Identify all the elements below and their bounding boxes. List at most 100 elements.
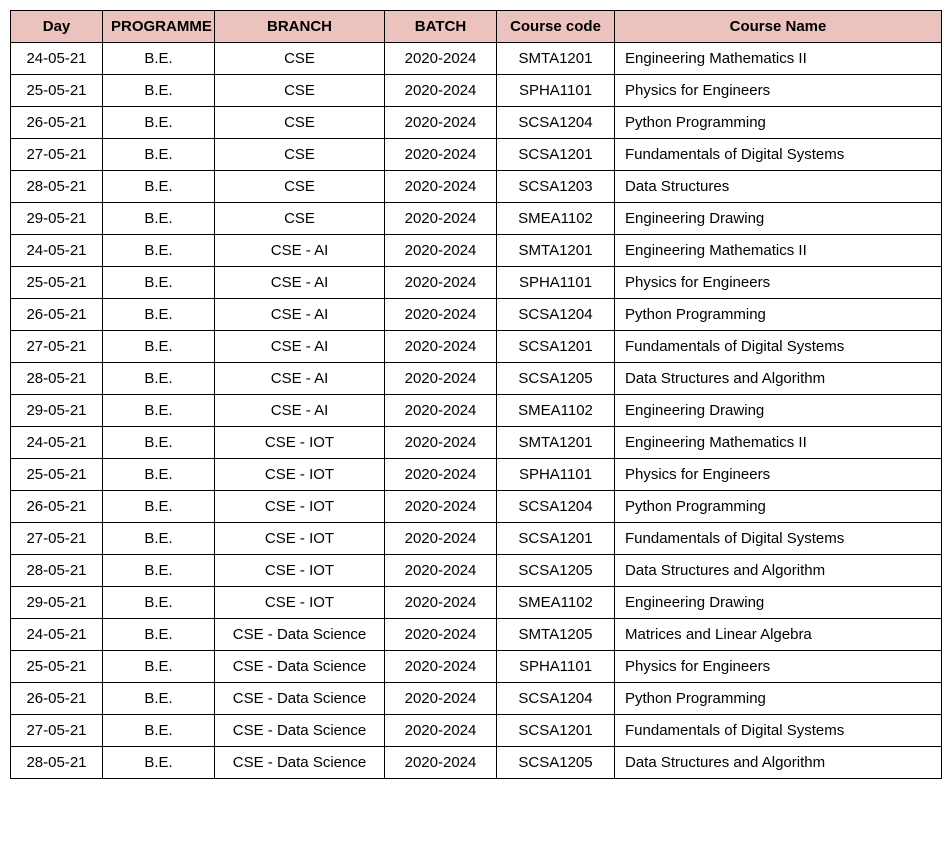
table-cell: CSE xyxy=(215,75,385,107)
table-cell: CSE - IOT xyxy=(215,587,385,619)
table-cell: 26-05-21 xyxy=(11,299,103,331)
table-row: 27-05-21B.E.CSE - AI2020-2024SCSA1201Fun… xyxy=(11,331,942,363)
table-cell: CSE - IOT xyxy=(215,427,385,459)
col-header-course-code: Course code xyxy=(497,11,615,43)
table-cell: Fundamentals of Digital Systems xyxy=(615,139,942,171)
table-cell: CSE xyxy=(215,43,385,75)
table-cell: B.E. xyxy=(103,747,215,779)
table-row: 27-05-21B.E.CSE - IOT2020-2024SCSA1201Fu… xyxy=(11,523,942,555)
table-cell: Data Structures and Algorithm xyxy=(615,747,942,779)
table-cell: SCSA1204 xyxy=(497,299,615,331)
table-cell: 29-05-21 xyxy=(11,203,103,235)
table-cell: CSE - Data Science xyxy=(215,683,385,715)
table-row: 26-05-21B.E.CSE - Data Science2020-2024S… xyxy=(11,683,942,715)
table-cell: Physics for Engineers xyxy=(615,651,942,683)
table-cell: B.E. xyxy=(103,267,215,299)
table-row: 28-05-21B.E.CSE - Data Science2020-2024S… xyxy=(11,747,942,779)
table-cell: B.E. xyxy=(103,395,215,427)
table-cell: B.E. xyxy=(103,139,215,171)
table-cell: 25-05-21 xyxy=(11,459,103,491)
table-cell: CSE - IOT xyxy=(215,555,385,587)
table-row: 24-05-21B.E.CSE - IOT2020-2024SMTA1201En… xyxy=(11,427,942,459)
table-cell: 2020-2024 xyxy=(385,331,497,363)
table-cell: SPHA1101 xyxy=(497,267,615,299)
col-header-branch: BRANCH xyxy=(215,11,385,43)
table-cell: CSE xyxy=(215,139,385,171)
table-cell: Engineering Drawing xyxy=(615,395,942,427)
table-cell: 2020-2024 xyxy=(385,651,497,683)
table-cell: 24-05-21 xyxy=(11,619,103,651)
table-cell: B.E. xyxy=(103,651,215,683)
table-cell: SCSA1201 xyxy=(497,715,615,747)
table-cell: 28-05-21 xyxy=(11,171,103,203)
table-cell: B.E. xyxy=(103,75,215,107)
table-cell: 2020-2024 xyxy=(385,139,497,171)
table-cell: SPHA1101 xyxy=(497,75,615,107)
table-cell: 26-05-21 xyxy=(11,491,103,523)
table-cell: B.E. xyxy=(103,491,215,523)
table-cell: Python Programming xyxy=(615,299,942,331)
table-row: 25-05-21B.E.CSE - AI2020-2024SPHA1101Phy… xyxy=(11,267,942,299)
table-cell: 2020-2024 xyxy=(385,75,497,107)
table-cell: B.E. xyxy=(103,619,215,651)
table-cell: CSE - AI xyxy=(215,267,385,299)
table-cell: Engineering Mathematics II xyxy=(615,427,942,459)
table-cell: B.E. xyxy=(103,587,215,619)
table-cell: 2020-2024 xyxy=(385,427,497,459)
table-cell: SMTA1205 xyxy=(497,619,615,651)
table-row: 26-05-21B.E.CSE - AI2020-2024SCSA1204Pyt… xyxy=(11,299,942,331)
table-cell: CSE - AI xyxy=(215,299,385,331)
table-row: 24-05-21B.E.CSE - Data Science2020-2024S… xyxy=(11,619,942,651)
table-cell: SCSA1204 xyxy=(497,107,615,139)
col-header-course-name: Course Name xyxy=(615,11,942,43)
table-cell: SMEA1102 xyxy=(497,203,615,235)
table-cell: B.E. xyxy=(103,203,215,235)
table-cell: Data Structures and Algorithm xyxy=(615,363,942,395)
table-cell: B.E. xyxy=(103,107,215,139)
table-cell: 24-05-21 xyxy=(11,235,103,267)
table-cell: Engineering Mathematics II xyxy=(615,43,942,75)
table-cell: 26-05-21 xyxy=(11,683,103,715)
table-cell: Physics for Engineers xyxy=(615,75,942,107)
table-cell: SCSA1205 xyxy=(497,555,615,587)
table-cell: 2020-2024 xyxy=(385,203,497,235)
table-cell: 26-05-21 xyxy=(11,107,103,139)
table-cell: SMEA1102 xyxy=(497,587,615,619)
table-cell: 24-05-21 xyxy=(11,427,103,459)
table-cell: SMTA1201 xyxy=(497,43,615,75)
table-cell: 2020-2024 xyxy=(385,267,497,299)
table-cell: Fundamentals of Digital Systems xyxy=(615,523,942,555)
table-cell: B.E. xyxy=(103,555,215,587)
table-cell: 25-05-21 xyxy=(11,267,103,299)
table-row: 24-05-21B.E.CSE2020-2024SMTA1201Engineer… xyxy=(11,43,942,75)
table-cell: CSE - AI xyxy=(215,363,385,395)
table-cell: 2020-2024 xyxy=(385,619,497,651)
table-cell: 2020-2024 xyxy=(385,363,497,395)
table-cell: B.E. xyxy=(103,459,215,491)
table-cell: CSE - AI xyxy=(215,235,385,267)
table-cell: CSE - AI xyxy=(215,331,385,363)
table-cell: Python Programming xyxy=(615,491,942,523)
table-cell: 29-05-21 xyxy=(11,587,103,619)
table-cell: 2020-2024 xyxy=(385,715,497,747)
table-row: 29-05-21B.E.CSE2020-2024SMEA1102Engineer… xyxy=(11,203,942,235)
table-row: 29-05-21B.E.CSE - IOT2020-2024SMEA1102En… xyxy=(11,587,942,619)
table-cell: SMEA1102 xyxy=(497,395,615,427)
header-row: Day PROGRAMME BRANCH BATCH Course code C… xyxy=(11,11,942,43)
table-cell: Physics for Engineers xyxy=(615,459,942,491)
table-cell: B.E. xyxy=(103,235,215,267)
table-cell: Engineering Drawing xyxy=(615,587,942,619)
table-cell: CSE xyxy=(215,107,385,139)
table-cell: Data Structures and Algorithm xyxy=(615,555,942,587)
table-cell: CSE - AI xyxy=(215,395,385,427)
table-cell: 28-05-21 xyxy=(11,363,103,395)
table-cell: B.E. xyxy=(103,299,215,331)
table-cell: Engineering Drawing xyxy=(615,203,942,235)
table-cell: B.E. xyxy=(103,331,215,363)
table-cell: SCSA1201 xyxy=(497,523,615,555)
table-cell: B.E. xyxy=(103,683,215,715)
table-cell: Python Programming xyxy=(615,107,942,139)
table-cell: 29-05-21 xyxy=(11,395,103,427)
table-cell: Data Structures xyxy=(615,171,942,203)
table-cell: 24-05-21 xyxy=(11,43,103,75)
